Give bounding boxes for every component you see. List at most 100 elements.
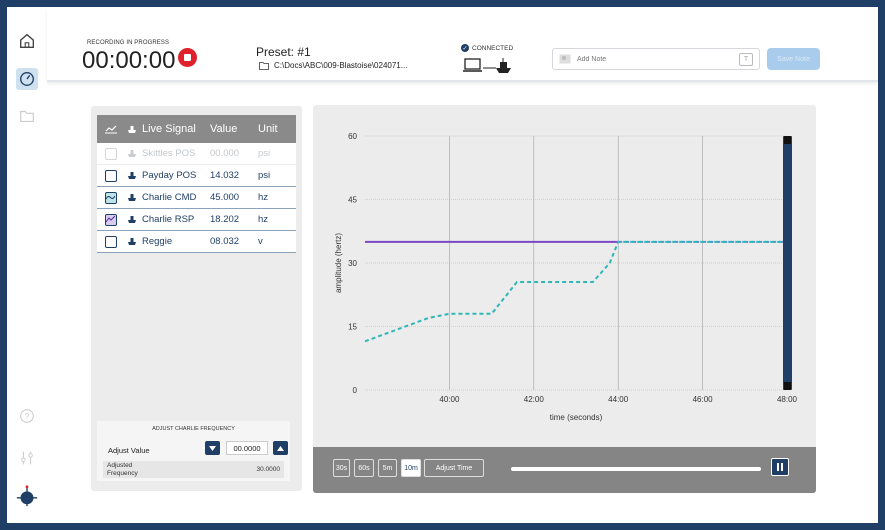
stop-recording-button[interactable] xyxy=(178,48,197,67)
y-tick-label: 15 xyxy=(348,323,357,332)
y-tick-label: 0 xyxy=(353,386,358,395)
recording-label: RECORDING IN PROGRESS xyxy=(87,40,170,46)
preset-path-text: C:\Docs\ABC\009-Blastoise\024071... xyxy=(274,61,408,70)
ship-icon xyxy=(124,237,140,246)
adjust-frequency-panel: ADJUST CHARLIE FREQUENCY Adjust Value 00… xyxy=(97,421,290,481)
header-unit: Unit xyxy=(258,123,278,135)
logo-icon xyxy=(14,483,40,509)
signal-row[interactable]: Reggie 08.032 v xyxy=(97,231,296,253)
plot-toggle-checkbox[interactable] xyxy=(104,235,117,248)
decrease-button[interactable] xyxy=(205,441,220,455)
table-header: Live Signal Value Unit xyxy=(97,115,296,143)
signal-unit: psi xyxy=(258,148,271,159)
x-tick-label: 48:00 xyxy=(777,395,798,404)
signal-value: 00.000 xyxy=(210,148,240,159)
folder-icon[interactable] xyxy=(16,105,38,127)
row-checkbox-cell xyxy=(97,191,124,204)
time-control-bar: 30s 60s 5m 10m Adjust Time xyxy=(313,447,816,493)
time-cursor-bottom-handle xyxy=(784,382,791,390)
signal-value: 14.032 xyxy=(210,170,240,181)
signal-value: 08.032 xyxy=(210,236,240,247)
signal-name: Reggie xyxy=(142,236,173,247)
row-checkbox-cell xyxy=(97,169,124,182)
ship-icon xyxy=(124,171,140,180)
sidebar: ? xyxy=(7,7,47,523)
y-tick-label: 30 xyxy=(348,259,357,268)
app-window: ? RECORDING IN PROGRESS 00:00:00 Preset:… xyxy=(4,4,881,526)
plot-toggle-checkbox[interactable] xyxy=(104,213,117,226)
adjust-title: ADJUST CHARLIE FREQUENCY xyxy=(152,426,235,432)
signal-row: Skittles POS 00.000 psi xyxy=(97,143,296,165)
plot-toggle-checkbox[interactable] xyxy=(104,169,117,182)
signal-unit: psi xyxy=(258,170,271,181)
header-value: Value xyxy=(210,123,238,135)
help-icon[interactable]: ? xyxy=(16,405,38,427)
pause-icon-bar xyxy=(781,463,783,471)
signal-value: 45.000 xyxy=(210,192,240,203)
chart-panel: 0 15 30 45 60 40:00 42:00 44:00 46:00 48:00 time (… xyxy=(313,105,816,493)
ship-icon xyxy=(124,215,140,224)
chart-icon xyxy=(97,124,124,134)
x-tick-label: 44:00 xyxy=(608,395,629,404)
time-60s-button[interactable]: 60s xyxy=(354,459,374,477)
connection-status-text: CONNECTED xyxy=(472,44,514,52)
time-5m-button[interactable]: 5m xyxy=(378,459,397,477)
sliders-icon[interactable] xyxy=(16,447,38,469)
add-note-field[interactable]: T xyxy=(552,48,760,70)
signal-name: Charlie RSP xyxy=(142,214,195,225)
time-cursor xyxy=(783,136,792,390)
adjusted-label-2: Frequency xyxy=(107,470,138,477)
preset-path[interactable]: C:\Docs\ABC\009-Blastoise\024071... xyxy=(259,61,407,70)
row-checkbox-cell xyxy=(97,147,124,160)
signal-unit: v xyxy=(258,236,263,247)
signal-unit: hz xyxy=(258,192,269,203)
svg-text:?: ? xyxy=(25,412,30,421)
time-10m-button[interactable]: 10m xyxy=(401,459,421,477)
pause-button[interactable] xyxy=(771,458,789,476)
y-axis-label: amplitude (hertz) xyxy=(334,233,343,293)
time-scrubber[interactable] xyxy=(511,467,761,471)
signal-row[interactable]: Charlie RSP 18.202 hz xyxy=(97,209,296,231)
gauge-icon[interactable] xyxy=(16,68,38,90)
adjusted-frequency-row: Adjusted Frequency 30.0000 xyxy=(103,461,284,478)
signal-unit: hz xyxy=(258,214,269,225)
connection-diagram xyxy=(463,56,515,76)
adjusted-label-1: Adjusted xyxy=(107,462,133,469)
save-note-button[interactable]: Save Note xyxy=(767,48,820,70)
adjust-time-button[interactable]: Adjust Time xyxy=(424,459,484,477)
adjusted-frequency-value: 30.0000 xyxy=(256,466,281,473)
note-icon xyxy=(559,54,571,64)
folder-icon xyxy=(259,61,269,70)
y-tick-label: 45 xyxy=(348,196,357,205)
signal-value: 18.202 xyxy=(210,214,240,225)
increase-button[interactable] xyxy=(273,441,288,455)
signal-name: Payday POS xyxy=(142,170,197,181)
ship-icon xyxy=(124,149,140,158)
x-tick-label: 40:00 xyxy=(439,395,460,404)
add-note-input[interactable] xyxy=(577,55,727,63)
row-checkbox-cell xyxy=(97,235,124,248)
plot-toggle-checkbox[interactable] xyxy=(104,147,117,160)
chevron-up-icon xyxy=(277,445,284,451)
signal-chart: 0 15 30 45 60 40:00 42:00 44:00 46:00 48:00 time (… xyxy=(334,132,798,422)
connection-status: ✓ CONNECTED xyxy=(461,44,513,52)
adjust-value-input[interactable]: 00.0000 xyxy=(226,441,268,455)
time-30s-button[interactable]: 30s xyxy=(333,459,350,477)
plot-toggle-checkbox[interactable] xyxy=(104,191,117,204)
signal-row[interactable]: Charlie CMD 45.000 hz xyxy=(97,187,296,209)
header: RECORDING IN PROGRESS 00:00:00 Preset: #… xyxy=(47,7,878,82)
adjusted-frequency-label: Adjusted Frequency xyxy=(107,462,138,478)
home-icon[interactable] xyxy=(16,30,38,52)
time-cursor-top-handle xyxy=(784,136,791,144)
pause-icon xyxy=(777,463,779,471)
x-tick-label: 46:00 xyxy=(693,395,714,404)
signal-name: Charlie CMD xyxy=(142,192,197,203)
x-axis-label: time (seconds) xyxy=(550,413,603,422)
signal-row[interactable]: Payday POS 14.032 psi xyxy=(97,165,296,187)
row-checkbox-cell xyxy=(97,213,124,226)
text-format-icon[interactable]: T xyxy=(739,53,753,66)
chevron-down-icon xyxy=(209,445,216,451)
x-tick-label: 42:00 xyxy=(524,395,545,404)
header-name: Live Signal xyxy=(142,123,196,135)
recording-timer: 00:00:00 xyxy=(82,47,176,74)
